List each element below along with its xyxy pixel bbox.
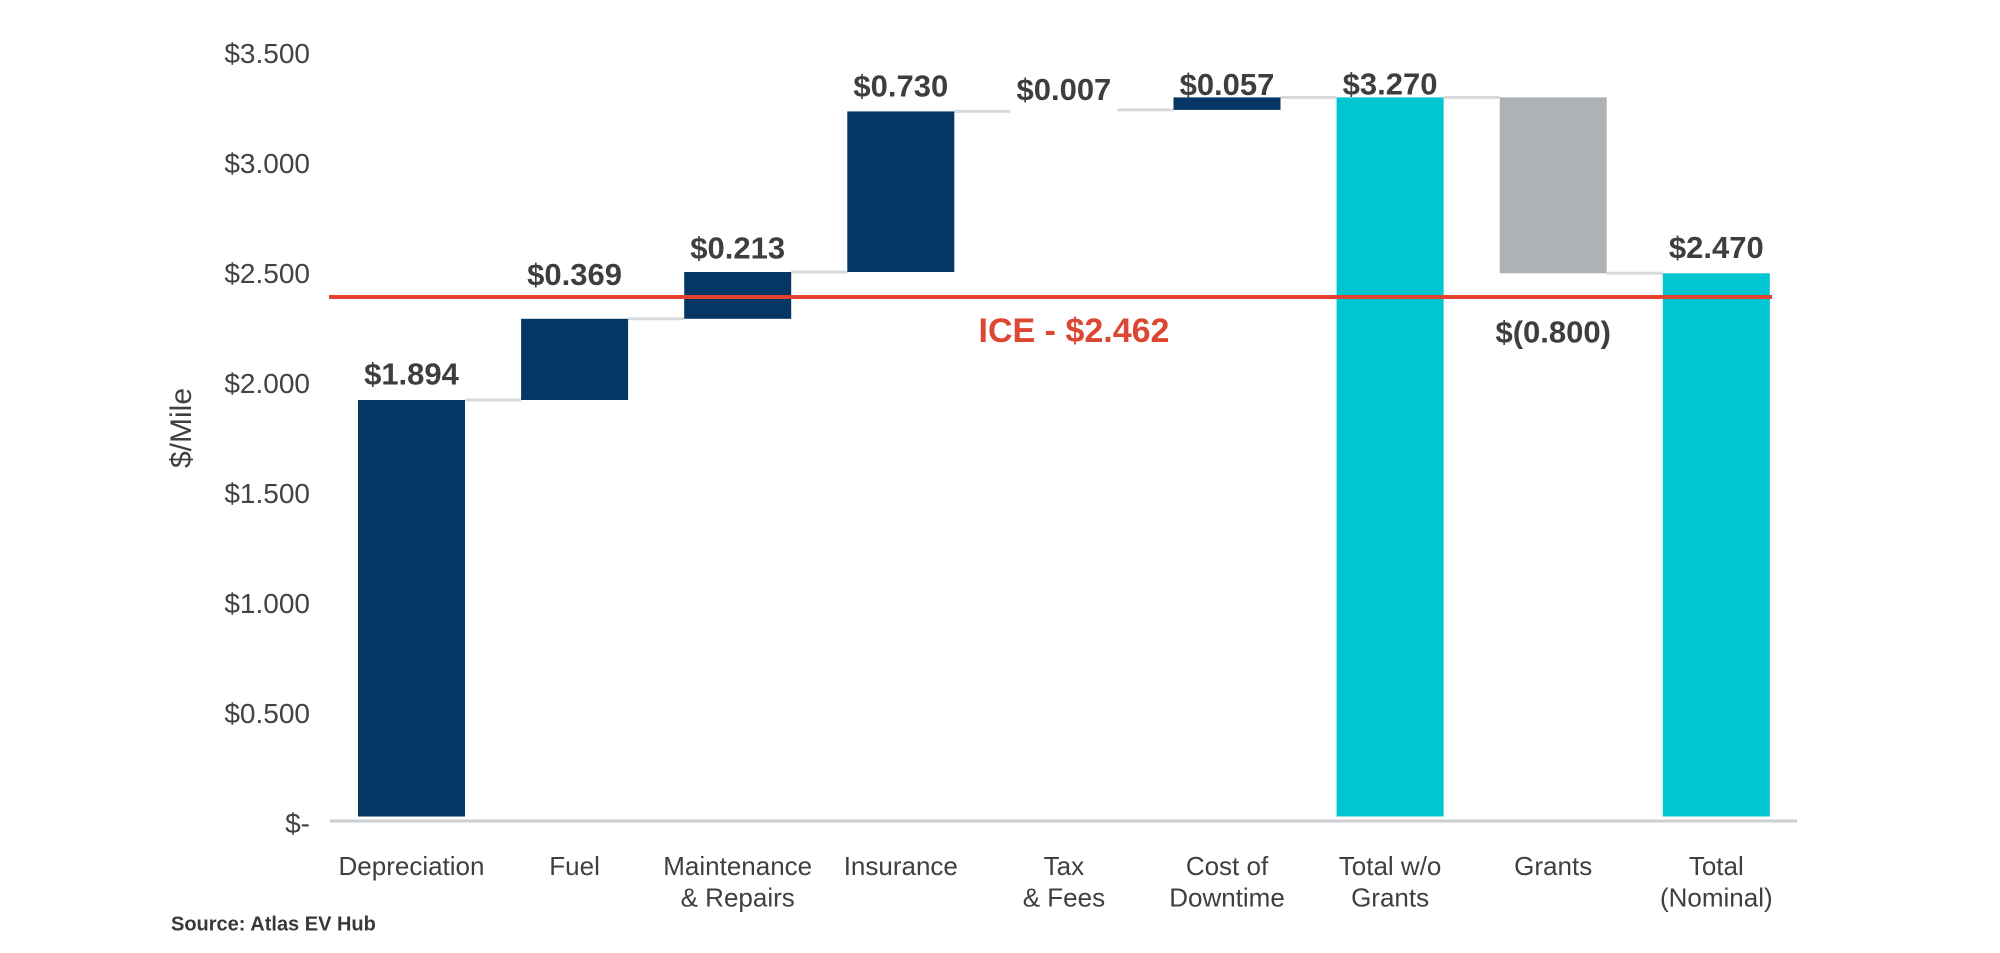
svg-text:(Nominal): (Nominal)	[1660, 883, 1773, 913]
svg-text:$0.730: $0.730	[853, 69, 948, 104]
svg-text:& Repairs: & Repairs	[681, 883, 795, 913]
svg-text:Grants: Grants	[1351, 883, 1429, 913]
svg-text:Grants: Grants	[1514, 851, 1592, 881]
svg-text:$0.057: $0.057	[1180, 67, 1275, 102]
svg-text:Cost of: Cost of	[1186, 851, 1269, 881]
svg-text:Fuel: Fuel	[549, 851, 600, 881]
svg-text:Insurance: Insurance	[844, 851, 958, 881]
svg-text:$3.000: $3.000	[224, 148, 310, 179]
svg-text:$1.500: $1.500	[224, 478, 310, 509]
svg-text:Downtime: Downtime	[1169, 883, 1285, 913]
svg-text:$-: $-	[285, 808, 310, 839]
svg-text:$1.000: $1.000	[224, 588, 310, 619]
svg-text:$2.470: $2.470	[1669, 230, 1764, 265]
svg-text:$0.007: $0.007	[1016, 72, 1111, 107]
svg-text:$/Mile: $/Mile	[165, 388, 198, 468]
svg-text:Total w/o: Total w/o	[1339, 851, 1442, 881]
svg-text:$2.000: $2.000	[224, 368, 310, 399]
svg-text:$0.213: $0.213	[690, 230, 785, 265]
svg-text:Depreciation: Depreciation	[339, 851, 485, 881]
svg-text:$3.270: $3.270	[1343, 67, 1438, 102]
svg-text:Maintenance: Maintenance	[663, 851, 812, 881]
svg-text:Source: Atlas EV Hub: Source: Atlas EV Hub	[171, 914, 376, 936]
svg-text:$0.500: $0.500	[224, 698, 310, 729]
svg-text:$1.894: $1.894	[364, 357, 460, 392]
svg-text:Total: Total	[1689, 851, 1744, 881]
svg-text:$0.369: $0.369	[527, 257, 622, 292]
svg-text:ICE - $2.462: ICE - $2.462	[979, 312, 1170, 350]
svg-text:$(0.800): $(0.800)	[1495, 315, 1610, 350]
svg-text:& Fees: & Fees	[1023, 883, 1105, 913]
svg-text:$3.500: $3.500	[224, 38, 310, 69]
svg-text:Tax: Tax	[1044, 851, 1084, 881]
svg-text:$2.500: $2.500	[224, 258, 310, 289]
